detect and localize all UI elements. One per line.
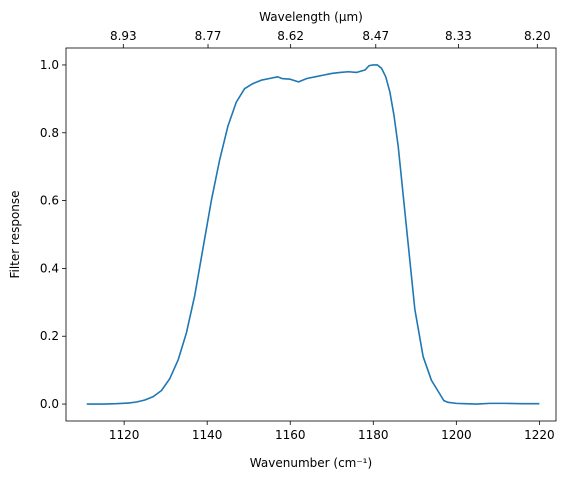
plot-area: 1120 1140 1160 1180 1200 1220 0.0 0.2 0.4 0.6 0.8… bbox=[40, 29, 557, 442]
top-tick-label: 8.77 bbox=[195, 29, 222, 43]
top-tick-label: 8.62 bbox=[277, 29, 304, 43]
x-axis-label: Wavenumber (cm⁻¹) bbox=[250, 456, 372, 470]
y-tick-label: 0.4 bbox=[40, 261, 59, 275]
x-tick-label: 1160 bbox=[275, 428, 306, 442]
y-axis-ticks: 0.0 0.2 0.4 0.6 0.8 1.0 bbox=[40, 58, 66, 411]
top-tick-label: 8.93 bbox=[110, 29, 137, 43]
y-tick-label: 0.6 bbox=[40, 194, 59, 208]
y-tick-label: 0.2 bbox=[40, 329, 59, 343]
y-tick-label: 0.0 bbox=[40, 397, 59, 411]
y-axis-label: Filter response bbox=[8, 190, 22, 278]
series-layer bbox=[86, 64, 540, 405]
series-line-0 bbox=[86, 64, 540, 405]
x-tick-label: 1120 bbox=[109, 428, 140, 442]
top-axis-ticks: 8.93 8.77 8.62 8.47 8.33 8.20 bbox=[110, 29, 551, 48]
y-tick-label: 0.8 bbox=[40, 126, 59, 140]
x-tick-label: 1220 bbox=[524, 428, 555, 442]
top-tick-label: 8.20 bbox=[524, 29, 551, 43]
y-tick-label: 1.0 bbox=[40, 58, 59, 72]
x-tick-label: 1140 bbox=[192, 428, 223, 442]
x-axis-ticks: 1120 1140 1160 1180 1200 1220 bbox=[109, 421, 555, 442]
x-tick-label: 1200 bbox=[441, 428, 472, 442]
top-tick-label: 8.33 bbox=[445, 29, 472, 43]
top-tick-label: 8.47 bbox=[362, 29, 389, 43]
x-tick-label: 1180 bbox=[358, 428, 389, 442]
top-axis-label: Wavelength (μm) bbox=[259, 10, 363, 24]
plot-frame bbox=[65, 47, 557, 422]
